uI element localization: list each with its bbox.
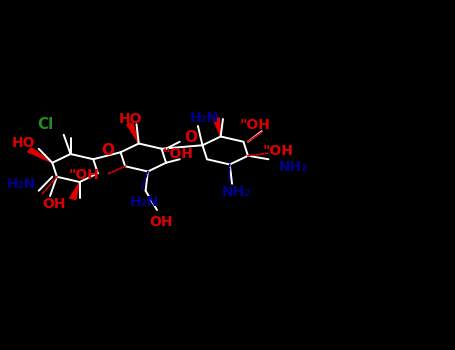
Text: OH: OH: [42, 197, 66, 211]
Text: "OH: "OH: [239, 118, 270, 132]
Text: HO: HO: [119, 112, 143, 126]
Text: Cl: Cl: [37, 117, 54, 132]
Polygon shape: [126, 123, 139, 144]
Polygon shape: [28, 148, 52, 163]
Text: "OH: "OH: [68, 168, 99, 182]
Text: O: O: [184, 130, 197, 145]
Text: "OH: "OH: [163, 147, 194, 161]
Polygon shape: [70, 182, 80, 199]
Text: H₂N: H₂N: [6, 177, 35, 191]
Text: O: O: [101, 143, 115, 158]
Text: H₂N: H₂N: [130, 195, 159, 209]
Text: HO: HO: [11, 136, 35, 150]
Text: H₂N: H₂N: [190, 111, 219, 125]
Text: NH₂: NH₂: [222, 185, 251, 199]
Text: NH₂: NH₂: [279, 160, 308, 174]
Text: "OH: "OH: [263, 144, 294, 158]
Polygon shape: [213, 118, 221, 136]
Text: OH: OH: [149, 215, 172, 229]
